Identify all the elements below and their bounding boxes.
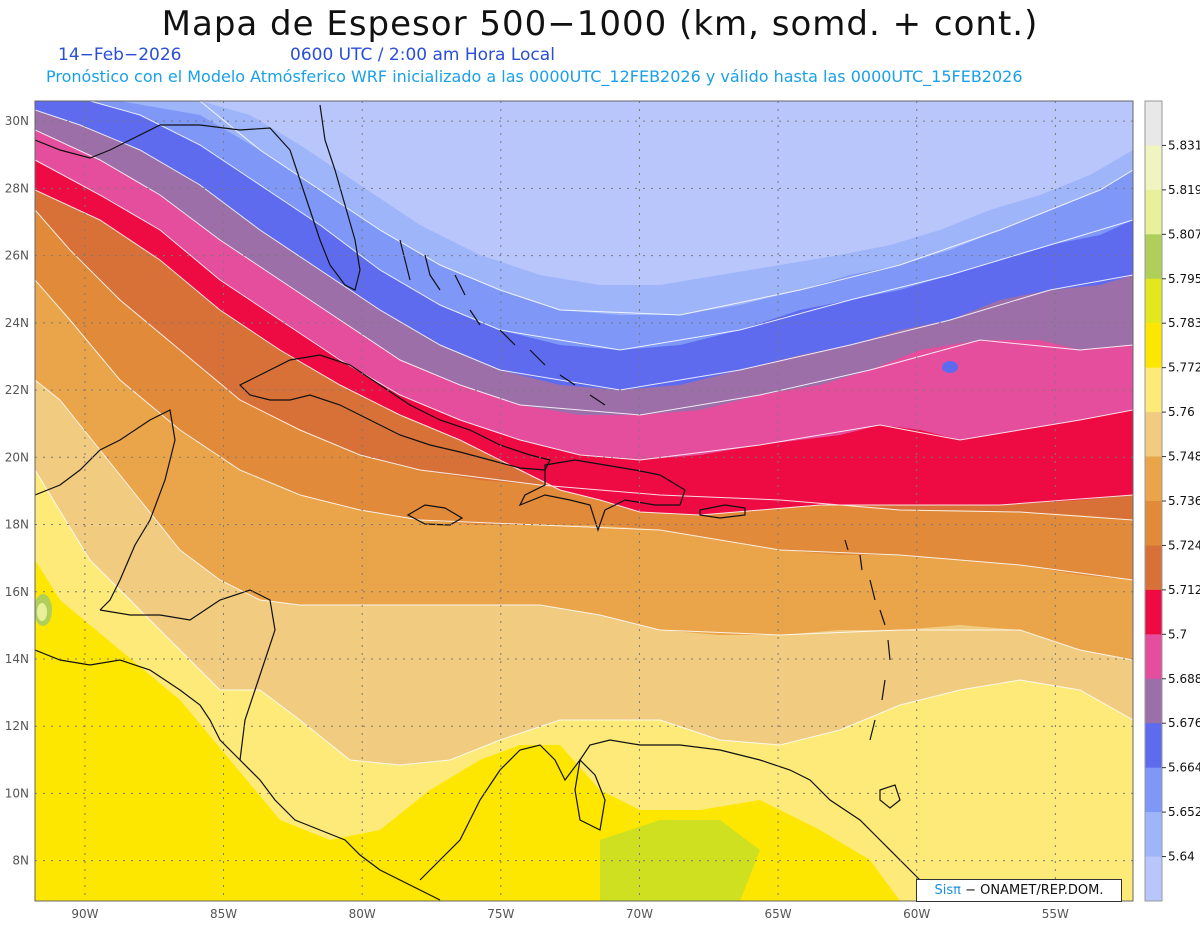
legend-label: 5.688	[1168, 672, 1200, 686]
legend-swatch	[1145, 856, 1162, 902]
valid-date: 14−Feb−2026	[58, 45, 182, 65]
color-legend: 5.831 5.819 5.807 5.795 5.783 5.772 5.76 5.748 5…	[1144, 100, 1200, 902]
legend-label: 5.748	[1168, 450, 1200, 464]
lat-lon-grid	[35, 101, 1133, 901]
legend-swatch	[1145, 278, 1162, 324]
lon-tick-label: 85W	[210, 907, 237, 921]
lat-tick-label: 8N	[12, 854, 29, 868]
lon-tick-label: 70W	[626, 907, 653, 921]
lat-tick-label: 24N	[5, 316, 29, 330]
legend-label: 5.831	[1168, 138, 1200, 152]
lat-tick-label: 28N	[5, 181, 29, 195]
lat-tick-label: 16N	[5, 585, 29, 599]
lon-tick-label: 80W	[349, 907, 376, 921]
latitude-labels: 30N 28N 26N 24N 22N 20N 18N 16N 14N 12N 10N 8N	[5, 114, 29, 867]
lat-tick-label: 14N	[5, 652, 29, 666]
legend-label: 5.7	[1168, 627, 1187, 641]
lon-tick-label: 75W	[487, 907, 514, 921]
legend-swatch	[1145, 723, 1162, 769]
lat-tick-label: 10N	[5, 786, 29, 800]
legend-swatch	[1145, 456, 1162, 502]
lat-tick-label: 20N	[5, 450, 29, 464]
credit-brand: Sisπ	[934, 883, 961, 898]
lat-tick-label: 12N	[5, 719, 29, 733]
longitude-labels: 90W 85W 80W 75W 70W 65W 60W 55W	[71, 907, 1069, 921]
legend-swatch	[1145, 589, 1162, 635]
lat-tick-label: 30N	[5, 114, 29, 128]
legend-swatch	[1145, 678, 1162, 724]
legend-label: 5.819	[1168, 183, 1200, 197]
legend-swatch	[1145, 234, 1162, 280]
lon-tick-label: 60W	[903, 907, 930, 921]
lon-tick-label: 65W	[765, 907, 792, 921]
legend-label: 5.676	[1168, 716, 1200, 730]
legend-swatch	[1145, 501, 1162, 546]
legend-label: 5.652	[1168, 805, 1200, 819]
credit-box: Sisπ − ONAMET/REP.DOM.	[916, 879, 1122, 902]
legend-label: 5.772	[1168, 361, 1200, 375]
lon-tick-label: 55W	[1042, 907, 1069, 921]
lat-tick-label: 18N	[5, 518, 29, 532]
forecast-description: Pronóstico con el Modelo Atmósferico WRF…	[46, 67, 1023, 86]
legend-swatch	[1145, 367, 1162, 413]
legend-swatch	[1145, 767, 1162, 813]
legend-swatch	[1145, 189, 1162, 235]
legend-label: 5.807	[1168, 227, 1200, 241]
credit-text: − ONAMET/REP.DOM.	[965, 883, 1104, 898]
lon-tick-label: 90W	[71, 907, 98, 921]
lat-tick-label: 22N	[5, 383, 29, 397]
legend-label: 5.795	[1168, 272, 1200, 286]
legend-label: 5.712	[1168, 583, 1200, 597]
map-title: Mapa de Espesor 500−1000 (km, somd. + co…	[161, 4, 1039, 44]
legend-label: 5.736	[1168, 494, 1200, 508]
coastlines	[35, 104, 941, 901]
legend-swatch	[1145, 812, 1162, 858]
valid-time: 0600 UTC / 2:00 am Hora Local	[290, 45, 555, 65]
map-frame	[34, 100, 1134, 902]
legend-swatch	[1145, 323, 1162, 369]
legend-label: 5.76	[1168, 405, 1195, 419]
legend-swatch	[1145, 101, 1162, 146]
lat-tick-label: 26N	[5, 249, 29, 263]
legend-swatch	[1145, 545, 1162, 591]
legend-label: 5.664	[1168, 761, 1200, 775]
thickness-bands	[35, 101, 1133, 901]
legend-label: 5.724	[1168, 538, 1200, 552]
legend-swatch	[1145, 145, 1162, 191]
legend-label: 5.783	[1168, 316, 1200, 330]
legend-swatch	[1145, 412, 1162, 458]
legend-swatch	[1145, 634, 1162, 680]
legend-label: 5.64	[1168, 850, 1195, 864]
